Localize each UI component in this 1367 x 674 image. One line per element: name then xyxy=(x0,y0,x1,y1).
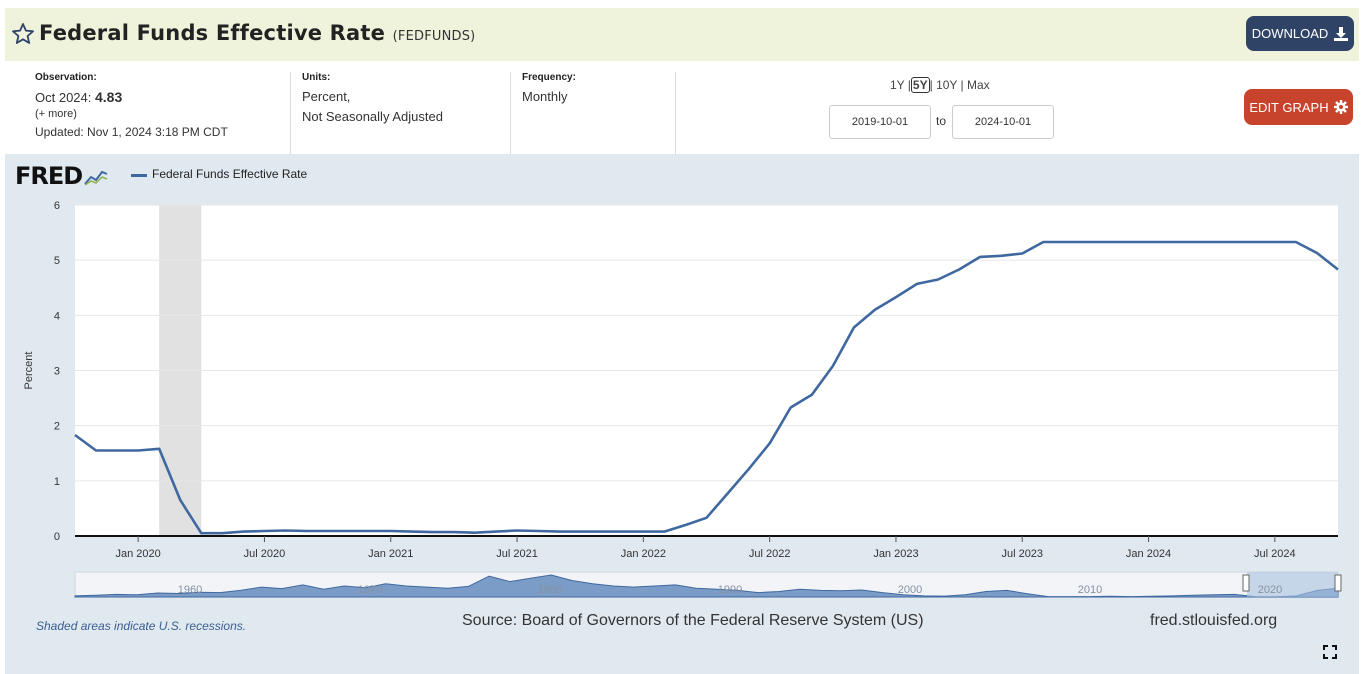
observation-date: Oct 2024: xyxy=(35,90,92,105)
frequency-label: Frequency: xyxy=(522,72,576,83)
more-observations-link[interactable]: (+ more) xyxy=(35,108,77,120)
line-chart: 0 1 2 3 4 5 6 Jan 2020 Jul 2020 Jan 2021 Jul 2021 J… xyxy=(23,200,1342,598)
frequency-block: Frequency: Monthly xyxy=(522,72,576,107)
y-tick-label: 2 xyxy=(54,421,60,433)
y-tick-label: 4 xyxy=(54,310,60,322)
x-tick-label: Jul 2023 xyxy=(1001,548,1043,560)
y-tick-label: 5 xyxy=(54,255,60,267)
legend-swatch xyxy=(131,174,147,177)
divider xyxy=(675,72,676,154)
units-label: Units: xyxy=(302,72,331,83)
range-1y[interactable]: 1Y xyxy=(890,78,905,92)
x-tick-label: Jan 2020 xyxy=(116,548,161,560)
end-date-input[interactable]: 2024-10-01 xyxy=(952,105,1054,139)
fred-graph-icon xyxy=(84,170,108,186)
units-block: Units: Percent, Not Seasonally Adjusted xyxy=(302,72,443,127)
x-tick-label: Jul 2021 xyxy=(496,548,538,560)
chart-panel: FRED Federal Funds Effective Rate 0 1 2 3 4 5… xyxy=(5,154,1359,674)
star-icon[interactable] xyxy=(11,22,35,46)
page-title: Federal Funds Effective Rate (FEDFUNDS) xyxy=(39,21,475,45)
x-tick-label: Jan 2024 xyxy=(1126,548,1171,560)
range-selector: 1Y | 5Y | 10Y | Max xyxy=(890,77,990,93)
y-tick-label: 6 xyxy=(54,200,60,212)
navigator-label: 2000 xyxy=(898,584,922,596)
gear-icon xyxy=(1333,100,1348,114)
x-tick-label: Jul 2024 xyxy=(1254,548,1296,560)
y-tick-label: 3 xyxy=(54,366,60,378)
navigator-label: 2010 xyxy=(1078,584,1102,596)
source-text: Source: Board of Governors of the Federa… xyxy=(462,612,924,629)
series-id: (FEDFUNDS) xyxy=(392,29,476,44)
x-tick-label: Jan 2021 xyxy=(368,548,413,560)
fullscreen-icon[interactable] xyxy=(1323,645,1337,659)
navigator-label: 1970 xyxy=(358,584,382,596)
download-icon xyxy=(1334,26,1349,41)
y-tick-label: 0 xyxy=(54,531,60,543)
navigator-label: 1960 xyxy=(178,584,202,596)
navigator-label: 1980 xyxy=(538,584,562,596)
divider xyxy=(290,72,291,154)
edit-graph-label: EDIT GRAPH xyxy=(1249,99,1329,115)
site-link[interactable]: fred.stlouisfed.org xyxy=(1150,612,1278,629)
range-10y[interactable]: 10Y xyxy=(936,78,958,92)
y-tick-label: 1 xyxy=(54,476,60,488)
title-bar: Federal Funds Effective Rate (FEDFUNDS) … xyxy=(5,8,1359,61)
navigator-window xyxy=(1247,572,1338,597)
navigator-series xyxy=(74,574,1339,598)
x-tick-label: Jan 2023 xyxy=(873,548,918,560)
recession-note: Shaded areas indicate U.S. recessions. xyxy=(36,619,247,633)
y-axis-label: Percent xyxy=(23,352,35,390)
range-5y[interactable]: 5Y xyxy=(910,77,930,93)
units-line-2: Not Seasonally Adjusted xyxy=(302,109,443,124)
divider xyxy=(510,72,511,154)
frequency-value: Monthly xyxy=(522,89,568,104)
navigator-label: 2020 xyxy=(1258,584,1282,596)
x-tick-label: Jul 2022 xyxy=(749,548,791,560)
navigator-label: 1990 xyxy=(718,584,742,596)
series-line xyxy=(74,240,1339,535)
fred-logo: FRED xyxy=(15,162,108,190)
observation-value: 4.83 xyxy=(95,89,123,105)
series-title: Federal Funds Effective Rate xyxy=(39,21,386,45)
navigator-handle-right xyxy=(1334,574,1342,592)
to-label: to xyxy=(936,114,947,128)
range-max[interactable]: Max xyxy=(967,78,990,92)
updated-text: Updated: Nov 1, 2024 3:18 PM CDT xyxy=(35,125,228,139)
x-tick-label: Jan 2022 xyxy=(621,548,666,560)
start-date-input[interactable]: 2019-10-01 xyxy=(829,105,931,139)
edit-graph-button[interactable]: EDIT GRAPH xyxy=(1244,89,1353,125)
observation-block: Observation: Oct 2024: 4.83 (+ more) Upd… xyxy=(35,72,228,142)
legend-label: Federal Funds Effective Rate xyxy=(152,167,308,181)
download-button[interactable]: DOWNLOAD xyxy=(1246,16,1354,51)
observation-label: Observation: xyxy=(35,72,97,83)
units-line-1: Percent, xyxy=(302,89,351,104)
x-tick-label: Jul 2020 xyxy=(244,548,286,560)
navigator-handle-left xyxy=(1242,574,1250,592)
download-label: DOWNLOAD xyxy=(1251,26,1329,41)
